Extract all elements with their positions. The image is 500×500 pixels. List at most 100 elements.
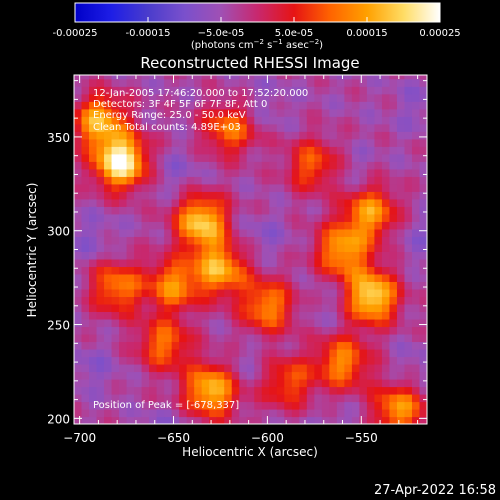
heatmap-cell	[89, 281, 98, 290]
heatmap-cell	[201, 198, 210, 207]
heatmap-cell	[284, 161, 293, 170]
heatmap-cell	[411, 281, 421, 290]
heatmap-cell	[156, 183, 165, 192]
heatmap-cell	[254, 401, 263, 410]
colorbar-tick-label: 5.0e-05	[275, 28, 313, 39]
heatmap-cell	[74, 341, 83, 350]
heatmap-cell	[111, 356, 120, 365]
heatmap-cell	[419, 296, 427, 305]
heatmap-cell	[299, 273, 308, 282]
heatmap-cell	[111, 86, 120, 95]
heatmap-cell	[186, 93, 195, 102]
heatmap-cell	[179, 93, 188, 102]
heatmap-cell	[306, 378, 315, 388]
heatmap-cell	[404, 251, 413, 260]
heatmap-cell	[306, 371, 315, 380]
heatmap-cell	[194, 416, 203, 424]
heatmap-cell	[366, 318, 376, 328]
heatmap-cell	[374, 191, 383, 200]
heatmap-cell	[381, 251, 391, 260]
heatmap-cell	[246, 363, 255, 373]
heatmap-cell	[419, 93, 427, 102]
heatmap-cell	[224, 401, 233, 410]
heatmap-cell	[141, 213, 150, 222]
heatmap-cell	[419, 416, 427, 424]
heatmap-cell	[201, 401, 210, 410]
heatmap-cell	[419, 273, 427, 282]
heatmap-cell	[171, 78, 180, 87]
heatmap-cell	[329, 258, 338, 267]
heatmap-cell	[269, 258, 278, 267]
heatmap-cell	[374, 131, 383, 140]
heatmap-cell	[374, 236, 383, 245]
heatmap-cell	[321, 138, 330, 147]
heatmap-cell	[239, 191, 248, 200]
heatmap-cell	[299, 243, 308, 252]
heatmap-cell	[351, 266, 360, 275]
heatmap-cell	[104, 333, 113, 343]
heatmap-cell	[321, 303, 330, 313]
y-axis-label: Heliocentric Y (arcsec)	[25, 183, 39, 318]
heatmap-cell	[261, 206, 270, 215]
heatmap-cell	[314, 153, 323, 162]
y-tick-label: 350	[47, 131, 70, 145]
heatmap-cell	[111, 221, 120, 230]
heatmap-cell	[269, 393, 278, 403]
heatmap-cell	[381, 93, 391, 102]
heatmap-cell	[366, 296, 376, 305]
heatmap-cell	[134, 131, 143, 140]
heatmap-cell	[246, 333, 255, 343]
heatmap-cell	[104, 78, 113, 87]
heatmap-cell	[134, 176, 143, 185]
heatmap-cell	[396, 386, 406, 395]
heatmap-cell	[224, 213, 233, 222]
heatmap-cell	[314, 363, 323, 373]
heatmap-cell	[239, 273, 248, 282]
heatmap-cell	[126, 78, 135, 87]
heatmap-cell	[419, 78, 427, 87]
heatmap-cell	[209, 153, 218, 162]
heatmap-cell	[231, 311, 240, 320]
heatmap-cell	[216, 318, 225, 328]
heatmap-cell	[314, 131, 323, 140]
heatmap-cell	[269, 296, 278, 305]
heatmap-cell	[359, 213, 368, 222]
heatmap-cell	[329, 108, 338, 117]
heatmap-cell	[96, 341, 105, 350]
heatmap-cell	[194, 131, 203, 140]
heatmap-cell	[261, 183, 270, 192]
heatmap-cell	[231, 356, 240, 365]
heatmap-cell	[366, 131, 376, 140]
heatmap-cell	[351, 393, 360, 403]
heatmap-cell	[126, 296, 135, 305]
heatmap-cell	[306, 416, 315, 424]
heatmap-cell	[254, 191, 263, 200]
heatmap-cell	[74, 75, 83, 80]
heatmap-cell	[209, 108, 218, 117]
heatmap-cell	[246, 206, 255, 215]
heatmap-cell	[89, 93, 98, 102]
heatmap-cell	[261, 108, 270, 117]
heatmap-cell	[329, 168, 338, 177]
heatmap-cell	[329, 326, 338, 335]
heatmap-cell	[246, 258, 255, 267]
heatmap-cell	[194, 393, 203, 403]
heatmap-cell	[374, 296, 383, 305]
heatmap-cell	[284, 93, 293, 102]
heatmap-cell	[141, 371, 150, 380]
heatmap-cell	[344, 161, 353, 170]
heatmap-cell	[74, 236, 83, 245]
heatmap-cell	[389, 236, 398, 245]
heatmap-cell	[164, 416, 173, 424]
heatmap-cell	[336, 146, 345, 155]
heatmap-cell	[104, 318, 113, 328]
annotation-clean-counts: Clean Total counts: 4.89E+03	[93, 122, 241, 133]
heatmap-cell	[171, 386, 180, 395]
heatmap-cell	[231, 198, 240, 207]
heatmap-cell	[314, 386, 323, 395]
heatmap-cell	[209, 75, 218, 80]
heatmap-cell	[231, 401, 240, 410]
heatmap-cell	[254, 153, 263, 162]
heatmap-cell	[126, 408, 135, 418]
heatmap-cell	[321, 146, 330, 155]
